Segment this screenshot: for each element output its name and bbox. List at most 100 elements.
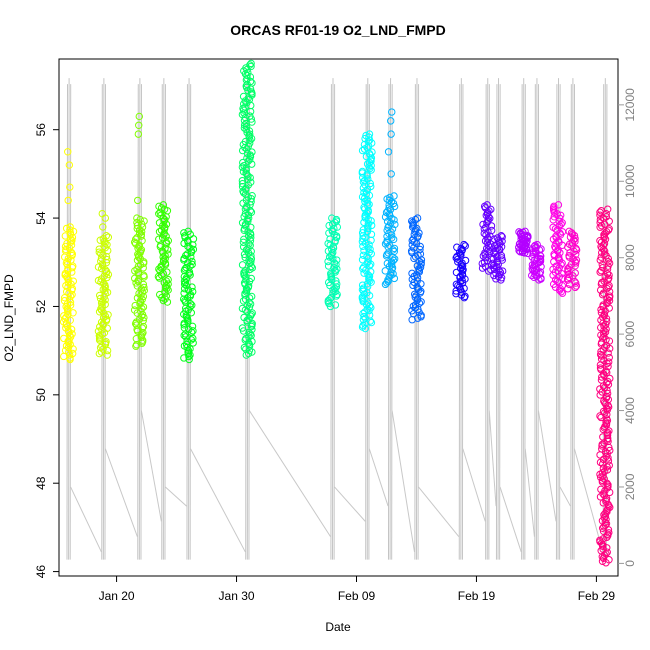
data-point (240, 235, 248, 244)
altitude-trace (161, 84, 163, 560)
data-point (180, 280, 189, 288)
data-point (387, 117, 395, 125)
data-point (241, 306, 250, 314)
data-point (189, 334, 197, 343)
flight-series (324, 214, 342, 311)
data-point (98, 209, 106, 218)
data-point (247, 115, 256, 123)
altitude-trace (534, 84, 536, 560)
data-point (604, 257, 612, 266)
data-point (596, 451, 604, 459)
data-point (492, 275, 500, 283)
data-point (246, 155, 254, 164)
altitude-transit (559, 486, 571, 507)
data-point (182, 333, 190, 341)
data-point (389, 256, 398, 265)
data-point (324, 262, 333, 270)
altitude-trace (570, 84, 572, 560)
data-point (411, 253, 420, 261)
data-point (571, 283, 579, 292)
data-point (360, 312, 368, 321)
data-point (535, 276, 543, 284)
data-point (163, 298, 172, 306)
flight-series (452, 240, 470, 302)
data-point (99, 223, 107, 231)
data-point (64, 196, 72, 205)
altitude-transit (537, 410, 557, 522)
data-point (188, 260, 196, 269)
data-point (598, 553, 606, 561)
data-point (605, 461, 613, 470)
y-tick-label: 46 (34, 565, 48, 579)
data-point (247, 292, 256, 301)
data-point (596, 256, 604, 264)
y-tick-label: 50 (34, 388, 48, 402)
data-point (601, 448, 610, 456)
data-point (535, 258, 544, 266)
data-point (549, 235, 558, 243)
flight-series (154, 201, 172, 306)
data-point (241, 222, 250, 230)
data-point (64, 148, 72, 156)
data-point (184, 242, 192, 251)
data-point (408, 316, 416, 324)
data-point (603, 463, 611, 471)
x-tick-label: Feb 09 (338, 589, 376, 603)
data-point (156, 208, 164, 216)
data-point (558, 289, 567, 297)
data-point (333, 290, 341, 299)
y-tick-label: 56 (34, 123, 48, 137)
data-point (524, 249, 532, 258)
data-point (603, 449, 611, 458)
data-point (180, 354, 188, 362)
altitude-trace (330, 84, 332, 560)
data-point (597, 347, 605, 356)
data-point (460, 284, 468, 293)
data-point (180, 331, 188, 340)
data-point (67, 248, 76, 257)
data-point (365, 291, 374, 300)
data-point (244, 214, 253, 222)
y-axis-left: 46 48 50 52 54 56 (34, 123, 59, 579)
data-point (65, 336, 73, 344)
data-point (603, 359, 611, 368)
flight-series (238, 59, 257, 359)
altitude-trace (332, 78, 334, 560)
data-point (599, 289, 608, 297)
altitude-trace (486, 78, 489, 560)
data-point (363, 279, 372, 288)
data-point (572, 282, 581, 290)
data-point (68, 233, 77, 242)
data-point (155, 274, 164, 282)
altitude-trace (571, 78, 574, 560)
data-point (138, 339, 146, 347)
data-point (596, 223, 604, 231)
data-point (65, 161, 74, 169)
data-point (360, 145, 369, 153)
y-axis-right: 0 2000 4000 6000 8000 10000 12000 (618, 88, 637, 567)
data-point (188, 257, 196, 266)
data-point (596, 361, 605, 369)
data-point (601, 518, 610, 527)
data-point (95, 245, 103, 253)
data-point (360, 176, 369, 185)
data-point (366, 164, 374, 173)
data-point (155, 235, 163, 243)
y2-tick-label: 12000 (623, 88, 637, 122)
altitude-transit (524, 448, 535, 537)
altitude-trace (499, 84, 501, 560)
altitude-trace (535, 78, 538, 560)
altitude-trace (557, 78, 560, 560)
data-point (97, 348, 106, 356)
y2-tick-label: 10000 (623, 164, 637, 198)
data-point (247, 198, 255, 206)
data-point (388, 108, 396, 116)
data-point (97, 249, 105, 258)
altitude-trace (521, 84, 523, 560)
data-point (185, 355, 193, 364)
data-point (135, 121, 143, 129)
altitude-transit (165, 486, 187, 507)
data-point (565, 253, 573, 261)
y2-tick-label: 2000 (623, 473, 637, 500)
data-point (596, 412, 604, 420)
